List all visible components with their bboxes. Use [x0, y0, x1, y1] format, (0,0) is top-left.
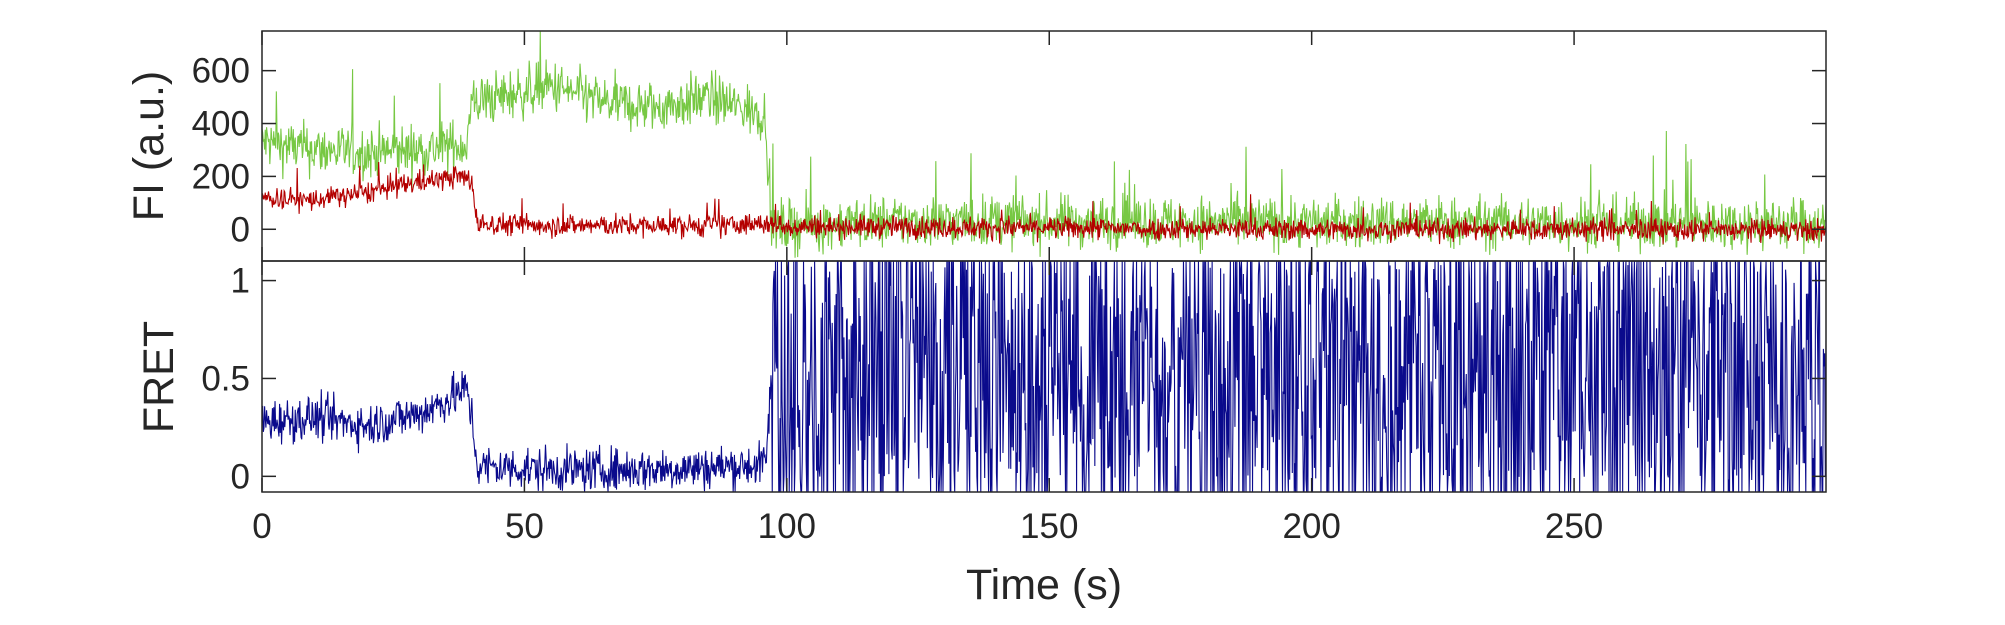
time-x-tick-label: 200	[1282, 507, 1340, 546]
intensity-y-tick-label: 200	[192, 157, 250, 196]
intensity-y-ticks: 0 200 400 600	[192, 31, 1826, 261]
intensity-y-tick-label: 400	[192, 105, 250, 144]
time-x-tick-label: 0	[252, 507, 271, 546]
time-x-tick-label: 250	[1545, 507, 1603, 546]
fret-series-0-line	[262, 261, 1826, 492]
intensity-panel: 0 200 400 600 FI (a.u.)	[125, 30, 1827, 262]
time-x-ticks: 0 50 100 150 200 250	[252, 261, 1603, 546]
time-x-tick-label: 150	[1020, 507, 1078, 546]
intensity-series-1-line	[262, 162, 1826, 245]
time-x-tick-label: 50	[505, 507, 544, 546]
time-x-axis-label: Time (s)	[966, 561, 1122, 609]
fret-panel: 00.51 0 50 100 150 200 250 FRET Time (s)	[135, 260, 1827, 609]
fret-plot-area	[262, 261, 1826, 492]
intensity-y-tick-label: 600	[192, 52, 250, 91]
fret-y-tick-label: 1	[231, 262, 250, 301]
fret-y-tick-label: 0	[231, 457, 250, 496]
fret-y-tick-label: 0.5	[201, 359, 250, 398]
fret-y-axis-label: FRET	[135, 321, 183, 433]
intensity-y-axis-label: FI (a.u.)	[125, 71, 173, 222]
fret-axes-box	[261, 260, 1827, 493]
intensity-plot-area	[262, 31, 1826, 258]
fret-y-ticks: 00.51	[201, 262, 1826, 496]
time-x-tick-label: 100	[758, 507, 816, 546]
intensity-y-tick-label: 0	[231, 210, 250, 249]
